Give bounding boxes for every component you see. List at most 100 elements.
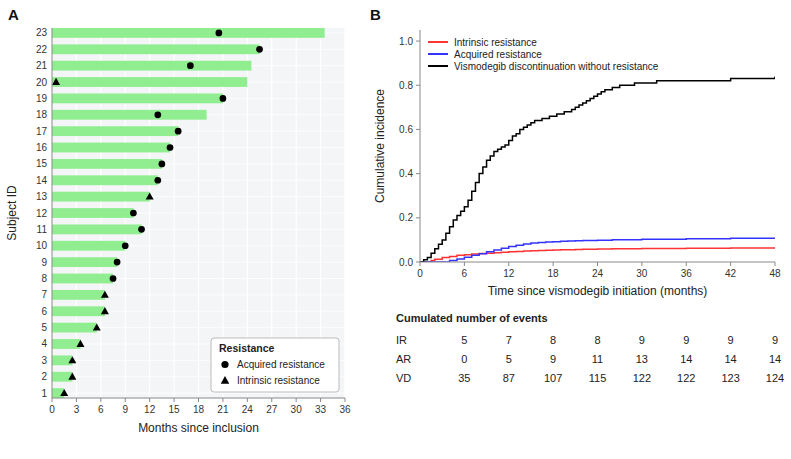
- events-table: Cumulated number of eventsIR57889999AR05…: [396, 312, 784, 384]
- marker: [138, 226, 145, 233]
- bar: [52, 126, 178, 136]
- table-cell: 5: [506, 353, 512, 365]
- tick-mark: [464, 262, 465, 266]
- tick-mark: [416, 262, 420, 263]
- legend-label: Intrinsic resistance: [237, 375, 320, 386]
- bar: [52, 93, 223, 103]
- tick-mark: [271, 398, 272, 402]
- marker: [68, 356, 76, 363]
- marker: [110, 275, 117, 282]
- tick-label: 12: [144, 404, 156, 415]
- tick-label: 16: [36, 142, 48, 153]
- tick-mark: [198, 398, 199, 402]
- legend-swatch: [428, 65, 448, 67]
- tick-label: 21: [217, 404, 229, 415]
- legend-label: Intrinsic resistance: [454, 37, 537, 48]
- tick-label: 0.4: [399, 168, 413, 179]
- tick-mark: [416, 85, 420, 86]
- tick-mark: [125, 398, 126, 402]
- legend-swatch: [428, 53, 448, 55]
- tick-label: 6: [41, 306, 47, 317]
- marks: [420, 76, 775, 262]
- y-axis: [52, 28, 53, 398]
- table-cell: 9: [683, 334, 689, 346]
- tick-mark: [553, 262, 554, 266]
- grid-line: [51, 28, 52, 398]
- table-cell: 9: [772, 334, 778, 346]
- tick-label: 6: [462, 268, 468, 279]
- bar: [52, 77, 247, 87]
- tick-label: 12: [36, 208, 48, 219]
- table-title: Cumulated number of events: [396, 312, 548, 324]
- tick-mark: [149, 398, 150, 402]
- bar: [52, 61, 251, 71]
- bar: [52, 241, 125, 251]
- table-cell: 11: [592, 353, 603, 365]
- tick-label: 12: [503, 268, 515, 279]
- tick-mark: [686, 262, 687, 266]
- tick-label: 0.8: [399, 80, 413, 91]
- marker: [215, 30, 222, 37]
- tick-mark: [416, 173, 420, 174]
- tick-mark: [416, 217, 420, 218]
- tick-label: 4: [41, 338, 47, 349]
- tick-mark: [597, 262, 598, 266]
- tick-mark: [52, 398, 53, 402]
- tick-label: 0.0: [399, 257, 413, 268]
- panel-a: 0369121518212427303336123456789101112131…: [5, 6, 351, 435]
- tick-label: 1: [41, 388, 47, 399]
- tick-label: 36: [339, 404, 351, 415]
- table-cell: 5: [461, 334, 467, 346]
- tick-label: 3: [74, 404, 80, 415]
- tick-label: 30: [636, 268, 648, 279]
- tick-label: 24: [592, 268, 604, 279]
- tick-label: 21: [36, 60, 48, 71]
- tick-mark: [222, 398, 223, 402]
- tick-mark: [416, 129, 420, 130]
- x-axis: [52, 398, 345, 399]
- tick-label: 27: [266, 404, 278, 415]
- tick-mark: [641, 262, 642, 266]
- tick-mark: [320, 398, 321, 402]
- tick-label: 20: [36, 77, 48, 88]
- tick-mark: [730, 262, 731, 266]
- tick-label: 8: [41, 273, 47, 284]
- y-axis: [420, 30, 421, 262]
- marker: [154, 177, 161, 184]
- tick-label: 18: [548, 268, 560, 279]
- tick-label: 22: [36, 44, 48, 55]
- bar: [52, 306, 105, 316]
- tick-mark: [247, 398, 248, 402]
- table-cell: 107: [544, 372, 562, 384]
- bar: [52, 159, 162, 169]
- tick-mark: [508, 262, 509, 266]
- tick-label: 1.0: [399, 36, 413, 47]
- bar: [52, 110, 207, 120]
- table-cell: 9: [639, 334, 645, 346]
- tick-label: 3: [41, 355, 47, 366]
- table-row-label: VD: [396, 372, 411, 384]
- marker: [68, 373, 76, 380]
- table-row-label: IR: [396, 334, 407, 346]
- legend-marker: [221, 376, 230, 384]
- tick-label: 11: [37, 224, 48, 235]
- tick-label: 30: [291, 404, 303, 415]
- bar: [52, 355, 72, 365]
- bar: [52, 372, 72, 382]
- table-cell: 8: [594, 334, 600, 346]
- bar: [52, 175, 158, 185]
- legend: Intrinsic resistanceAcquired resistanceV…: [428, 37, 659, 72]
- tick-mark: [345, 398, 346, 402]
- tick-label: 0: [49, 404, 55, 415]
- tick-label: 42: [725, 268, 737, 279]
- chart: 0369121518212427303336123456789101112131…: [0, 0, 791, 459]
- bar: [52, 143, 170, 153]
- marker: [114, 259, 121, 266]
- x-axis-label: Time since vismodegib initiation (months…: [488, 284, 708, 298]
- tick-mark: [100, 398, 101, 402]
- bar: [52, 290, 105, 300]
- tick-label: 18: [36, 109, 48, 120]
- table-cell: 8: [550, 334, 556, 346]
- bar: [52, 224, 142, 234]
- table-cell: 9: [728, 334, 734, 346]
